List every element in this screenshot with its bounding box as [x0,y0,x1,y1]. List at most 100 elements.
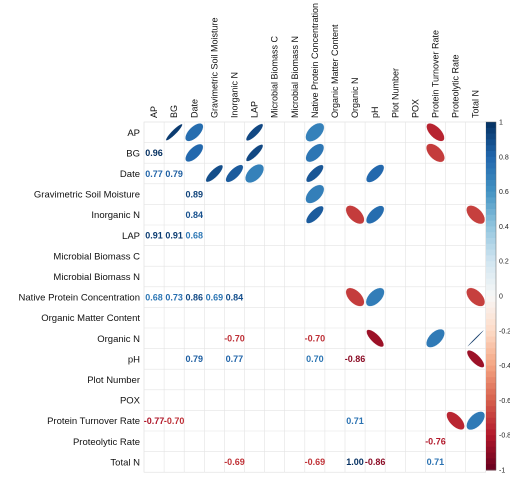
colorbar-segment [485,348,496,355]
colorbar-tick-labels: -1 -0.8 -0.6 -0.4 -0.2 0 0.2 0.4 0.6 0.8 1 [499,120,510,475]
coefficient-label-bg-ap: 0.96 [145,148,163,158]
colorbar-segment [485,261,496,268]
row-label-organic-matter-content: Organic Matter Content [41,313,140,324]
correlation-ellipse-date-inorganic-n [225,164,244,183]
correlation-ellipse-native-protein-concentration-ph [365,287,385,307]
colorbar-segment [485,435,496,442]
colorbar-segment [485,156,496,164]
row-labels: AP BG Date Gravimetric Soil Moisture Inorgan… [19,128,141,469]
correlation-ellipse-date-gravimetric-soil-moisture [205,164,224,183]
colorbar-segment [485,185,496,193]
correlation-coefficient-labels: 0.960.77 0.790.890.840.91 0.91 0.680.68 0.73… [144,148,446,467]
row-label-plot-number: Plot Number [87,375,140,386]
colorbar-segment [485,441,496,448]
column-label-total-n: Total N [471,90,481,118]
correlation-ellipse-gravimetric-soil-moisture-native-protein-concentration [305,184,325,204]
row-label-date: Date [120,169,140,180]
coefficient-label-inorganic-n-date: 0.84 [185,210,203,220]
correlation-ellipse-ap-date [185,123,204,142]
colorbar-segment [485,191,496,198]
colorbar-segment [485,203,496,210]
colorbar-segment [485,400,496,407]
coefficient-label-date-bg: 0.79 [165,169,183,179]
colorbar-tick-label: 0.6 [499,189,509,196]
correlation-ellipse-inorganic-n-ph [365,205,385,224]
colorbar-segment [485,313,496,320]
row-label-pox: POX [120,396,141,407]
coefficient-label-gravimetric-soil-moisture-date: 0.89 [185,189,203,199]
colorbar-segment [485,220,496,227]
colorbar-segment [485,458,496,465]
coefficient-label-ph-native-protein-concentration: 0.70 [306,354,324,364]
row-label-ap: AP [127,128,140,139]
colorbar-segment [485,162,496,169]
colorbar-segment [485,238,496,245]
column-label-native-protein-concentration: Native Protein Concentration [310,3,320,118]
colorbar-segment [485,151,496,158]
colorbar-tick-label: 0 [499,294,503,301]
coefficient-label-total-n-organic-n: 1.00 [346,457,364,467]
colorbar-tick-label: -0.2 [499,328,510,335]
correlation-ellipse-inorganic-n-total-n [466,205,486,225]
colorbar-segment [485,371,496,378]
colorbar-tick-label: 0.2 [499,259,509,266]
row-label-inorganic-n: Inorganic N [91,210,140,221]
colorbar-segment [485,354,496,361]
row-label-total-n: Total N [110,457,140,468]
colorbar-segment [485,249,496,256]
correlation-ellipse-date-ph [366,164,385,183]
column-label-organic-n: Organic N [350,77,360,118]
correlation-ellipse-date-lap [245,163,265,184]
row-label-proteolytic-rate: Proteolytic Rate [73,437,140,448]
colorbar-segment [485,255,496,262]
coefficient-label-organic-n-inorganic-n: -0.70 [224,334,245,344]
colorbar-segment [485,394,496,401]
coefficient-label-proteolytic-rate-protein-turnover-rate: -0.76 [425,437,446,447]
colorbar-tick-label: 0.4 [499,224,509,231]
correlation-ellipses [165,122,486,431]
correlation-ellipse-bg-protein-turnover-rate [425,143,445,163]
correlation-ellipse-ap-protein-turnover-rate [426,123,445,142]
colorbar-tick-label: 0.8 [499,154,509,161]
colorbar-tick-label: 1 [499,120,503,127]
column-label-microbial-biomass-c: Microbial Biomass C [270,35,280,118]
correlation-ellipse-ap-lap [245,123,264,141]
colorbar-segment [485,330,496,338]
row-label-organic-n: Organic N [97,334,140,345]
colorbar-segment [485,301,496,309]
colorbar-segment [485,133,496,140]
colorbar-segment [485,127,496,135]
coefficient-label-native-protein-concentration-date: 0.86 [185,292,203,302]
colorbar-segment [485,209,496,216]
colorbar-segment [485,232,496,239]
colorbar-segment [485,290,496,297]
correlation-ellipse-organic-n-total-n [467,329,484,347]
colorbar-segment [485,412,496,419]
colorbar-segment [485,342,496,349]
colorbar-segment [485,336,496,343]
row-label-microbial-biomass-n: Microbial Biomass N [53,272,140,283]
colorbar [484,121,497,471]
correlation-ellipse-native-protein-concentration-organic-n [345,287,365,307]
column-label-protein-turnover-rate: Protein Turnover Rate [430,30,440,118]
colorbar-segment [485,417,496,425]
colorbar-segment [485,446,496,454]
coefficient-label-lap-bg: 0.91 [165,231,183,241]
column-label-organic-matter-content: Organic Matter Content [330,24,340,118]
column-labels: AP BG Date Gravimetric Soil Moisture Inorgan… [149,3,481,118]
coefficient-label-protein-turnover-rate-bg: -0.70 [164,416,185,426]
colorbar-segment [485,174,496,181]
coefficient-label-organic-n-native-protein-concentration: -0.70 [305,334,326,344]
colorbar-segment [485,197,496,204]
correlation-ellipse-bg-native-protein-concentration [305,143,325,163]
coefficient-label-total-n-ph: -0.86 [365,457,386,467]
correlation-ellipse-inorganic-n-native-protein-concentration [305,205,324,224]
colorbar-segment [485,464,496,471]
correlation-ellipse-bg-date [185,143,204,163]
colorbar-segment [485,319,496,326]
column-label-plot-number: Plot Number [390,68,400,118]
correlation-ellipse-date-native-protein-concentration [305,164,324,183]
colorbar-segment [485,388,496,396]
colorbar-segment [485,272,496,280]
colorbar-tick-label: -0.8 [499,433,510,440]
